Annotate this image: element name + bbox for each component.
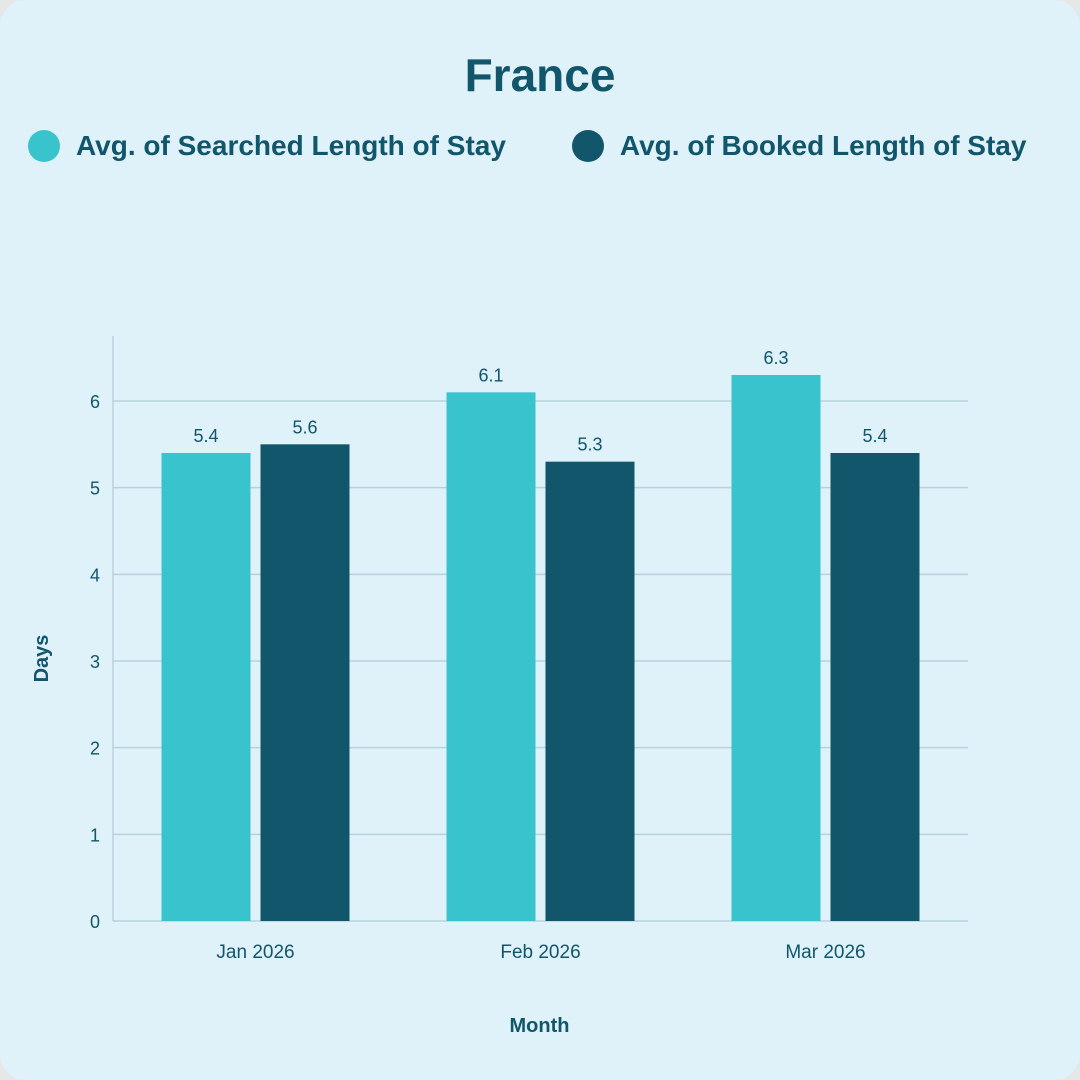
x-tick-label: Mar 2026	[785, 942, 865, 963]
y-tick-label: 2	[90, 739, 100, 759]
y-tick-label: 3	[90, 652, 100, 672]
data-label: 5.3	[577, 435, 602, 455]
chart-title: France	[464, 49, 616, 101]
bar-searched	[731, 375, 821, 921]
legend-item-booked: Avg. of Booked Length of Stay	[571, 130, 1027, 162]
y-tick-label: 5	[90, 479, 100, 499]
legend-swatch-searched	[28, 130, 60, 162]
legend: Avg. of Searched Length of Stay Avg. of …	[28, 130, 1026, 162]
bar-booked	[830, 453, 920, 921]
y-tick-label: 1	[90, 825, 100, 845]
data-label: 5.6	[292, 417, 317, 437]
y-tick-label: 4	[90, 565, 100, 585]
bar-searched	[446, 392, 536, 921]
x-axis-title: Month	[510, 1015, 570, 1037]
y-tick-label: 0	[90, 912, 100, 932]
legend-item-searched: Avg. of Searched Length of Stay	[28, 130, 506, 162]
data-label: 6.3	[763, 348, 788, 368]
x-tick-label: Jan 2026	[216, 942, 294, 963]
y-axis-title: Days	[31, 635, 53, 683]
data-label: 5.4	[862, 426, 887, 446]
x-tick-label: Feb 2026	[500, 942, 580, 963]
data-label: 6.1	[478, 365, 503, 385]
legend-swatch-booked	[571, 130, 604, 162]
y-tick-label: 6	[90, 392, 100, 412]
data-label: 5.4	[193, 426, 218, 446]
bar-searched	[161, 453, 251, 921]
legend-label-booked: Avg. of Booked Length of Stay	[619, 130, 1027, 161]
bar-booked	[260, 444, 350, 921]
legend-label-searched: Avg. of Searched Length of Stay	[76, 130, 506, 161]
bar-booked	[545, 461, 635, 921]
